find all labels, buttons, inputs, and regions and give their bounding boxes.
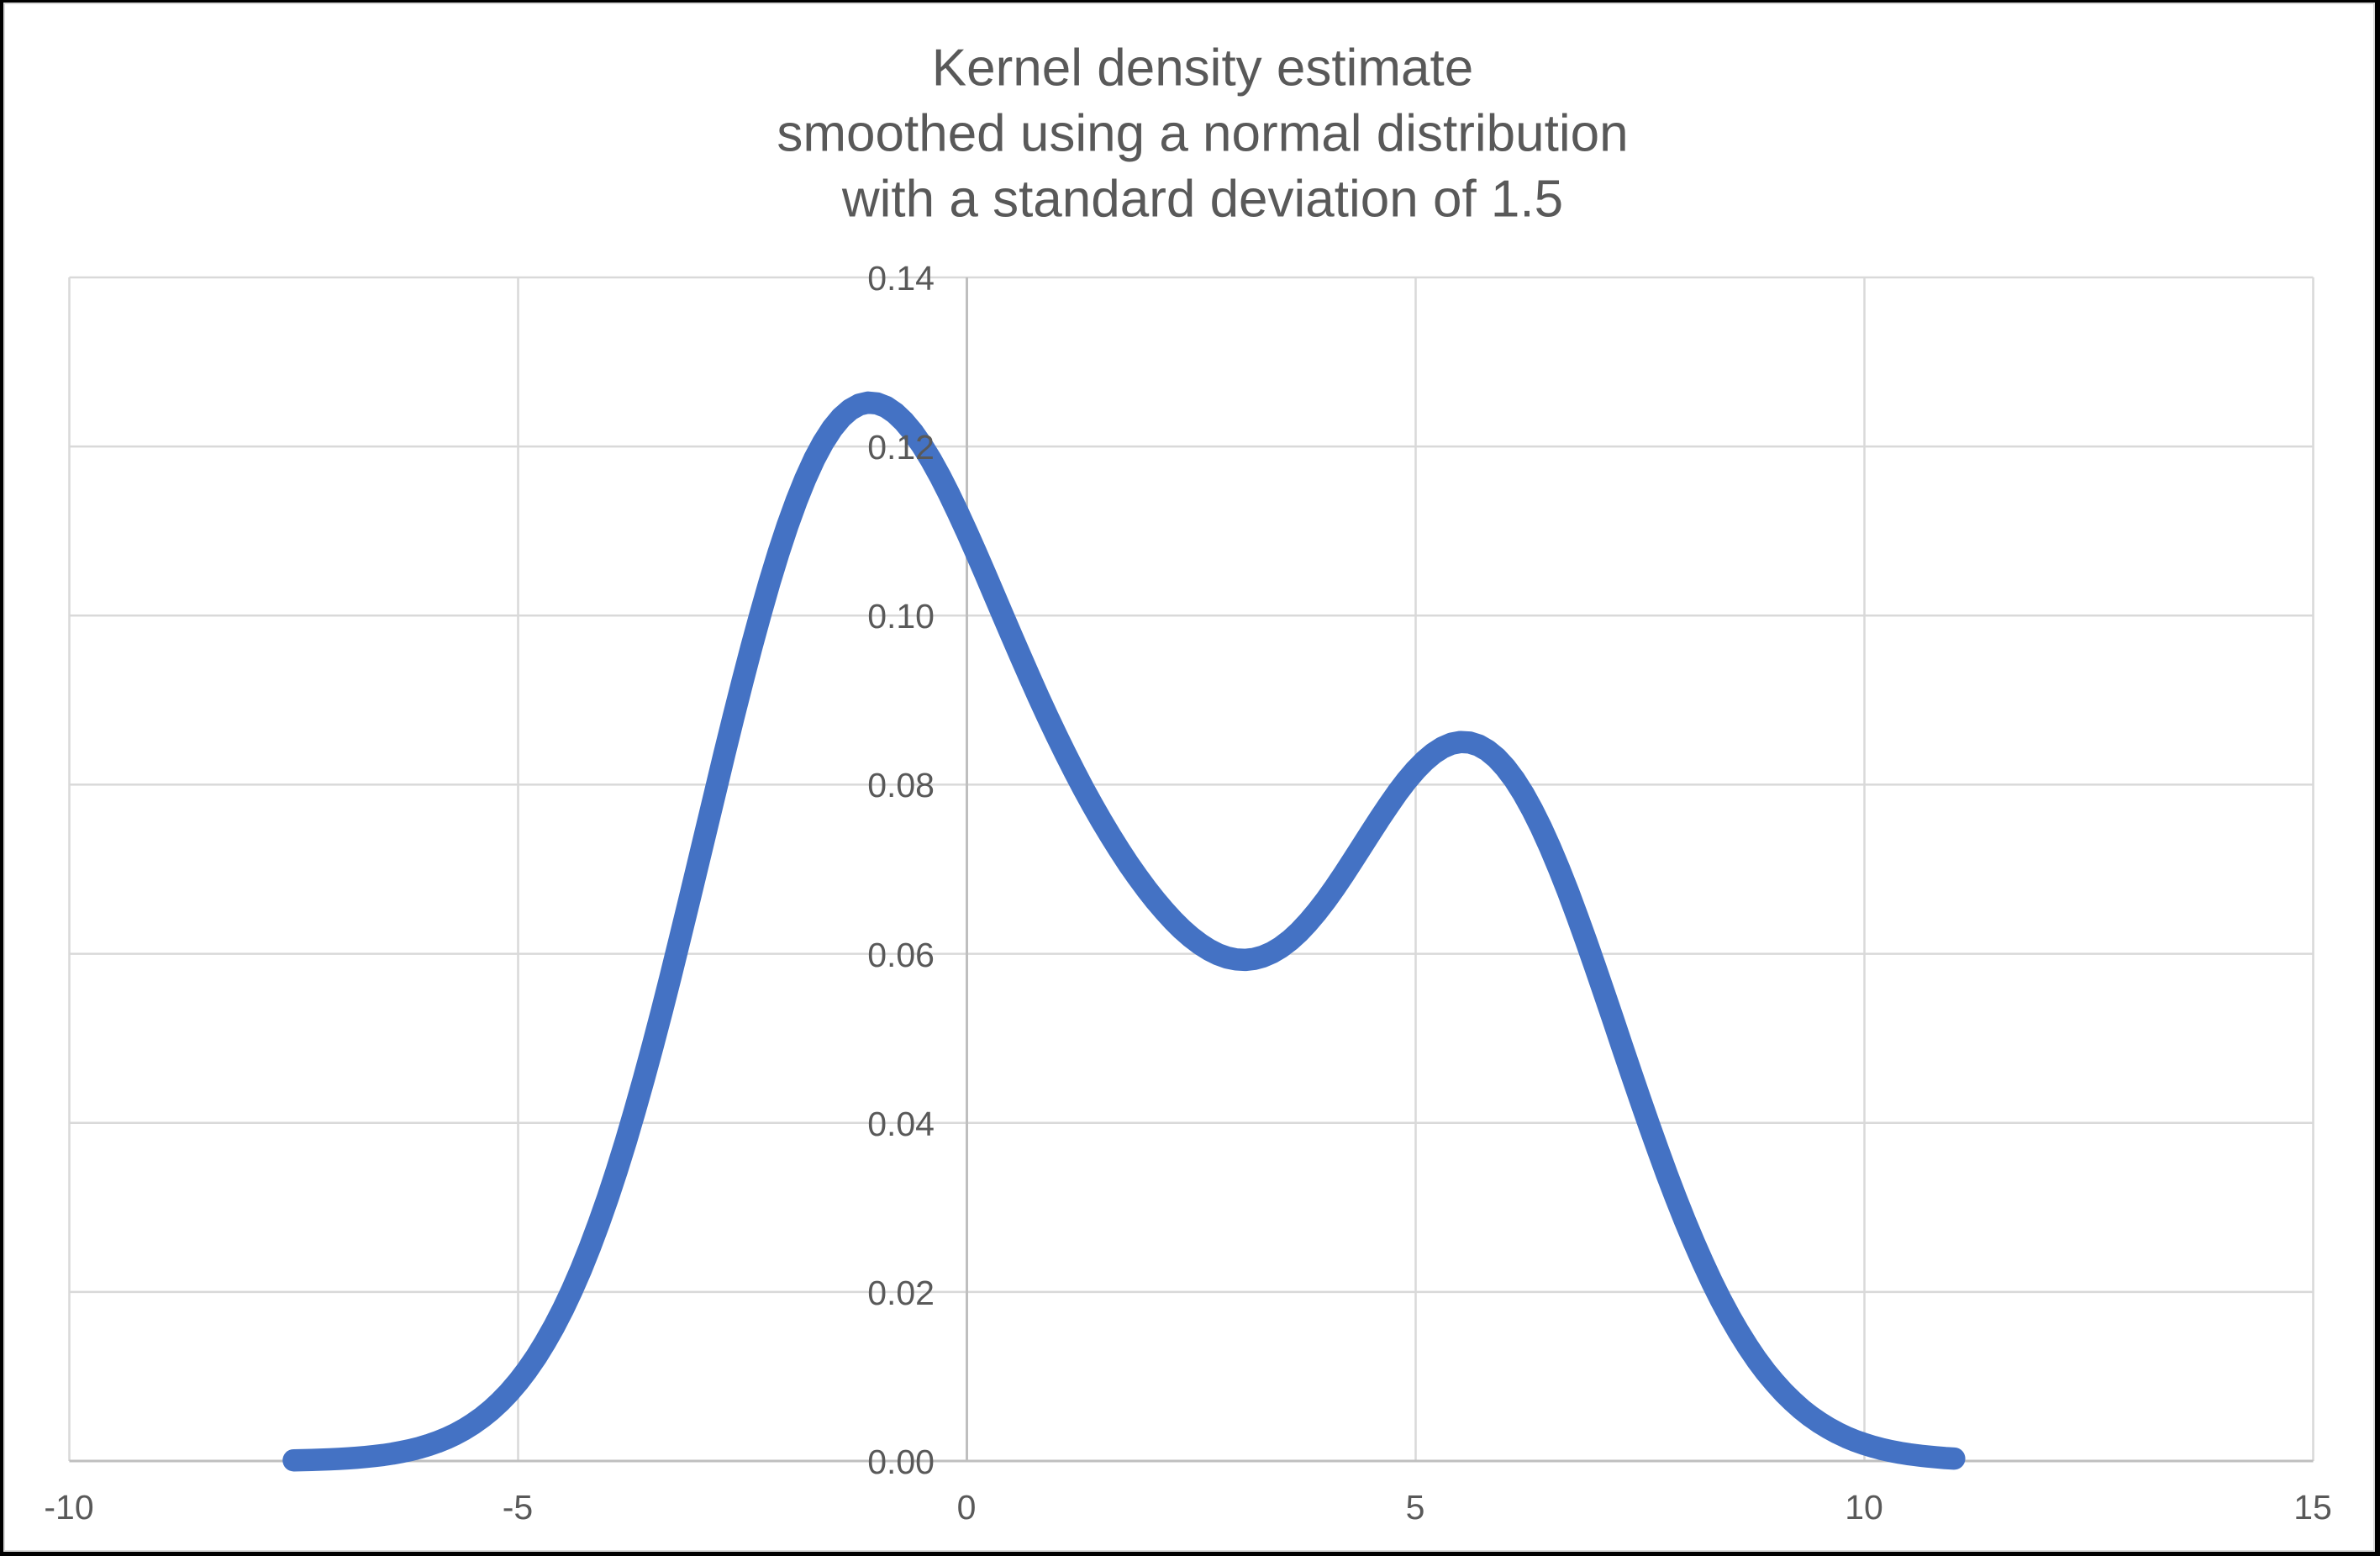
- svg-text:smoothed using a normal distri: smoothed using a normal distribution: [777, 105, 1628, 163]
- svg-text:0.06: 0.06: [867, 936, 935, 974]
- svg-text:-5: -5: [503, 1488, 533, 1527]
- svg-text:-10: -10: [44, 1488, 93, 1527]
- svg-text:5: 5: [1406, 1488, 1425, 1527]
- svg-text:0.14: 0.14: [867, 259, 935, 298]
- svg-text:0.04: 0.04: [867, 1105, 935, 1143]
- svg-text:0.12: 0.12: [867, 428, 935, 467]
- svg-text:0.08: 0.08: [867, 766, 935, 804]
- svg-text:15: 15: [2293, 1488, 2332, 1527]
- svg-text:0.02: 0.02: [867, 1274, 935, 1312]
- svg-text:0: 0: [957, 1488, 977, 1527]
- svg-text:10: 10: [1845, 1488, 1883, 1527]
- svg-text:Kernel density estimate: Kernel density estimate: [932, 40, 1473, 98]
- svg-text:0.10: 0.10: [867, 597, 935, 636]
- svg-text:0.00: 0.00: [867, 1443, 935, 1481]
- svg-text:with a standard deviation of 1: with a standard deviation of 1.5: [841, 171, 1563, 229]
